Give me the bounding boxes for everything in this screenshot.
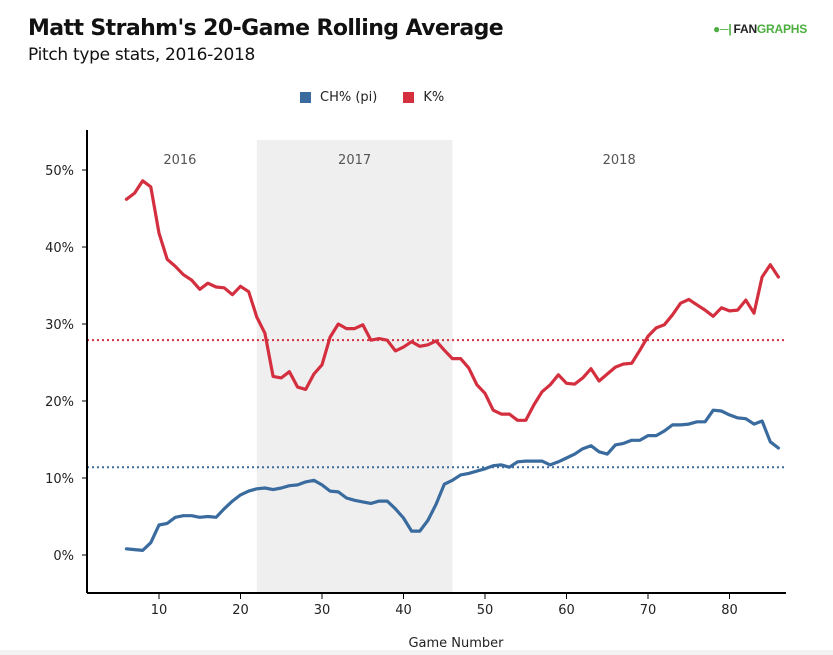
y-tick-label: 10% (45, 472, 74, 487)
y-tick-label: 20% (45, 395, 74, 410)
x-tick-label: 10 (151, 603, 168, 618)
legend-swatch-k (403, 92, 415, 103)
legend-item-k[interactable]: K% (403, 90, 444, 105)
chart-title: Matt Strahm's 20-Game Rolling Average (28, 16, 504, 41)
y-tick-label: 30% (45, 318, 74, 333)
legend-swatch-ch (300, 92, 311, 103)
season-label-2017: 2017 (338, 153, 371, 168)
reference-lines (87, 339, 786, 469)
x-tick-label: 30 (314, 603, 331, 618)
axes: 0% 10% 20% 30% 40% 50% 10 20 30 40 50 60 70 80 (45, 130, 786, 618)
series-line-ch (124, 408, 781, 553)
x-tick-label: 60 (558, 603, 575, 618)
season-band-2017 (256, 140, 453, 593)
x-tick-label: 50 (477, 603, 494, 618)
logo-text-fan: FAN (733, 22, 758, 36)
legend: CH% (pi) K% (300, 90, 470, 105)
legend-label-k: K% (423, 90, 445, 105)
season-label-2018: 2018 (603, 153, 636, 168)
chart-subtitle: Pitch type stats, 2016-2018 (28, 45, 256, 65)
season-label-2016: 2016 (163, 153, 196, 168)
series-line-k (124, 179, 781, 422)
x-axis-title: Game Number (408, 636, 504, 651)
y-tick-label: 40% (45, 241, 74, 256)
series-lines (124, 179, 781, 553)
y-tick-label: 0% (53, 549, 74, 564)
bottom-strip (0, 650, 833, 655)
fangraphs-logo[interactable]: ●─| FAN GRAPHS (713, 22, 807, 36)
x-tick-label: 20 (232, 603, 249, 618)
legend-label-ch: CH% (pi) (320, 90, 378, 105)
logo-mark-icon: ●─| (713, 22, 732, 36)
x-tick-label: 70 (640, 603, 657, 618)
x-tick-label: 40 (395, 603, 412, 618)
x-tick-label: 80 (721, 603, 738, 618)
legend-item-ch[interactable]: CH% (pi) (300, 90, 377, 105)
logo-text-graphs: GRAPHS (756, 22, 808, 36)
season-bands: 2016 2017 2018 (163, 140, 636, 593)
y-tick-label: 50% (45, 164, 74, 179)
